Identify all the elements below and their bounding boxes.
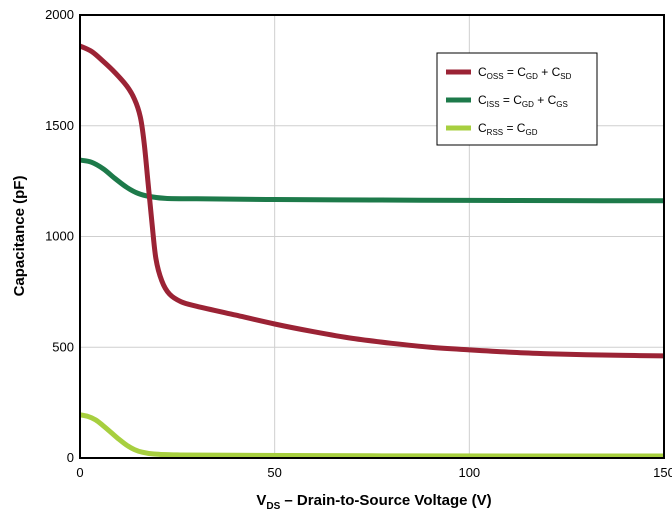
series-line-2 [79, 412, 664, 459]
y-tick-label: 1500 [45, 118, 74, 133]
y-tick-label: 2000 [45, 7, 74, 22]
series-lines [78, 43, 665, 459]
series-line-1 [79, 157, 665, 204]
x-tick-labels: 0 50 100 150 [76, 465, 672, 480]
y-tick-label: 0 [67, 450, 74, 465]
series-line-0 [78, 43, 665, 359]
legend-entry: CRSS = CGD [478, 121, 538, 137]
x-tick-label: 0 [76, 465, 83, 480]
x-axis-label: VDS – Drain-to-Source Voltage (V) [256, 492, 491, 512]
legend-entry: CISS = CGD + CGS [478, 93, 568, 109]
y-tick-labels: 0 500 1000 1500 2000 [45, 7, 74, 465]
x-tick-label: 150 [653, 465, 672, 480]
legend-entry: COSS = CGD + CSD [478, 65, 572, 81]
x-tick-label: 50 [267, 465, 281, 480]
x-tick-label: 100 [458, 465, 480, 480]
legend: COSS = CGD + CSD CISS = CGD + CGS CRSS = C… [436, 52, 598, 146]
plot-frame [79, 14, 665, 459]
y-tick-label: 1000 [45, 229, 74, 244]
y-tick-label: 500 [52, 339, 74, 354]
y-axis-label: Capacitance (pF) [11, 176, 28, 297]
